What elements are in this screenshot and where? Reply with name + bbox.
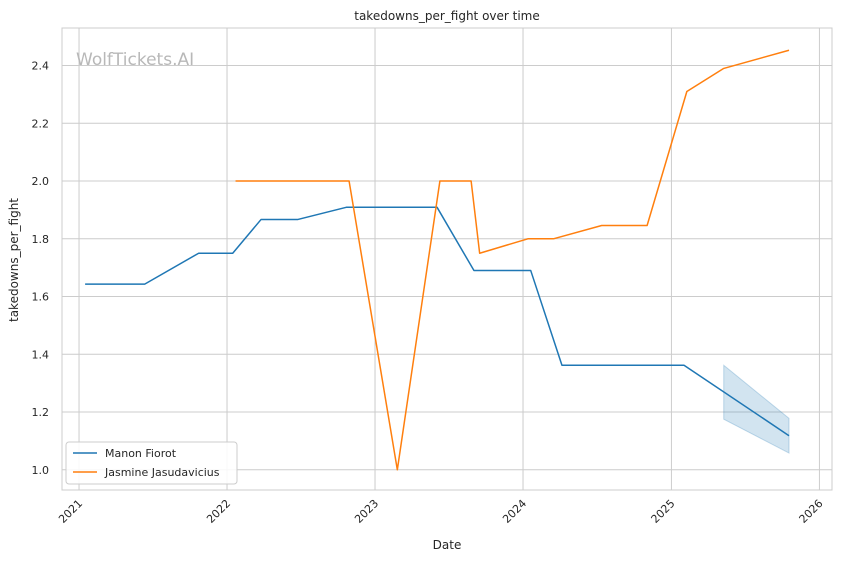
x-axis-title: Date: [433, 538, 462, 552]
y-axis-title: takedowns_per_fight: [7, 198, 21, 322]
y-tick-label: 2.4: [32, 60, 50, 73]
y-tick-label: 1.2: [32, 406, 50, 419]
confidence-band: [723, 364, 790, 454]
y-tick-label: 2.0: [32, 175, 50, 188]
y-gridlines: [62, 65, 832, 471]
x-gridlines: [78, 28, 820, 490]
chart-title: takedowns_per_fight over time: [354, 9, 540, 23]
y-tick-labels: 1.0 1.2 1.4 1.6 1.8 2.0 2.2 2.4: [32, 60, 50, 477]
series-line-manon-fiorot: [85, 206, 790, 437]
series-lines: [85, 49, 790, 471]
series-line-jasmine-jasudavicius: [235, 49, 790, 471]
watermark: WolfTickets.AI: [76, 50, 194, 70]
y-tick-label: 1.4: [32, 348, 50, 361]
y-tick-label: 1.0: [32, 464, 50, 477]
legend-label-jasmine-jasudavicius: Jasmine Jasudavicius: [104, 466, 220, 479]
y-tick-label: 1.6: [32, 291, 50, 304]
confidence-bands: [723, 364, 790, 454]
legend-box: [65, 441, 238, 485]
y-tick-label: 2.2: [32, 117, 50, 130]
y-tick-label: 1.8: [32, 233, 50, 246]
legend: Manon Fiorot Jasmine Jasudavicius: [65, 441, 238, 485]
plot-frame: [61, 27, 833, 491]
legend-label-manon-fiorot: Manon Fiorot: [105, 447, 177, 460]
